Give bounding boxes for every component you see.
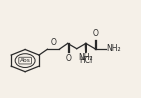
Text: NH₂: NH₂ [79,53,93,62]
Text: O: O [50,38,56,47]
Text: O: O [93,29,98,38]
Polygon shape [85,43,86,52]
Text: HCl: HCl [79,56,92,65]
Text: NH₂: NH₂ [106,44,121,53]
Text: O: O [65,54,71,63]
Text: Abs: Abs [20,58,31,63]
